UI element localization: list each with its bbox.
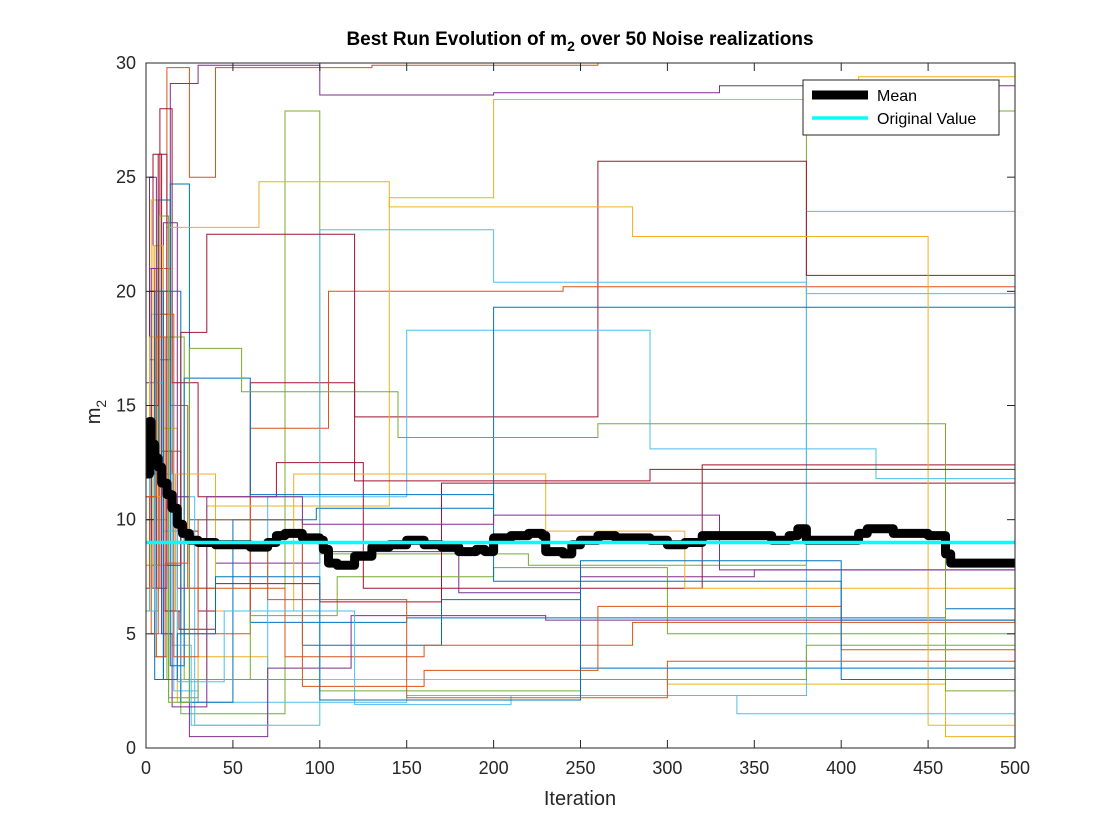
x-tick-label-350: 350 [739,758,769,778]
x-tick-label-50: 50 [223,758,243,778]
legend-label-mean: Mean [877,88,917,105]
series-line-25 [146,268,1015,708]
series-lines [146,63,1015,738]
x-tick-label-300: 300 [652,758,682,778]
y-tick-label-30: 30 [116,53,136,73]
series-line-23 [146,313,1015,687]
y-axis-label-main: m [83,408,105,425]
legend-box [802,79,1000,136]
x-tick-label-400: 400 [826,758,856,778]
y-tick-label-20: 20 [116,281,136,301]
series-line-24 [146,181,1015,726]
series-line-27 [146,382,1015,715]
axis-ticks: 0 50 100 150 200 250 300 350 400 450 500 0 5 10 15 20 25… [116,53,1030,778]
chart-title: Best Run Evolution of m2 over 50 Noise r… [346,29,813,54]
chart-title-main: Best Run Evolution of m [346,29,567,50]
legend: Mean Original Value [802,79,1000,136]
x-tick-label-450: 450 [913,758,943,778]
x-tick-label-200: 200 [479,758,509,778]
x-tick-label-150: 150 [392,758,422,778]
y-tick-label-0: 0 [126,738,136,758]
y-tick-label-15: 15 [116,396,136,416]
chart-title-rest: over 50 Noise realizations [575,29,814,50]
x-axis-label: Iteration [544,788,616,810]
chart-title-subscript: 2 [567,38,575,54]
x-tick-label-100: 100 [305,758,335,778]
legend-label-original-value: Original Value [877,111,976,128]
x-tick-label-250: 250 [565,758,595,778]
y-tick-label-5: 5 [126,624,136,644]
series-line-29 [146,290,1015,701]
y-axis-label-subscript: 2 [93,400,109,408]
y-axis-label: m2 [83,400,109,425]
series-line-5 [146,110,1015,715]
y-tick-label-25: 25 [116,167,136,187]
mean-line [146,417,1015,570]
x-tick-label-0: 0 [141,758,151,778]
series-line-19 [146,336,1015,699]
x-tick-label-500: 500 [1000,758,1030,778]
y-tick-label-10: 10 [116,510,136,530]
